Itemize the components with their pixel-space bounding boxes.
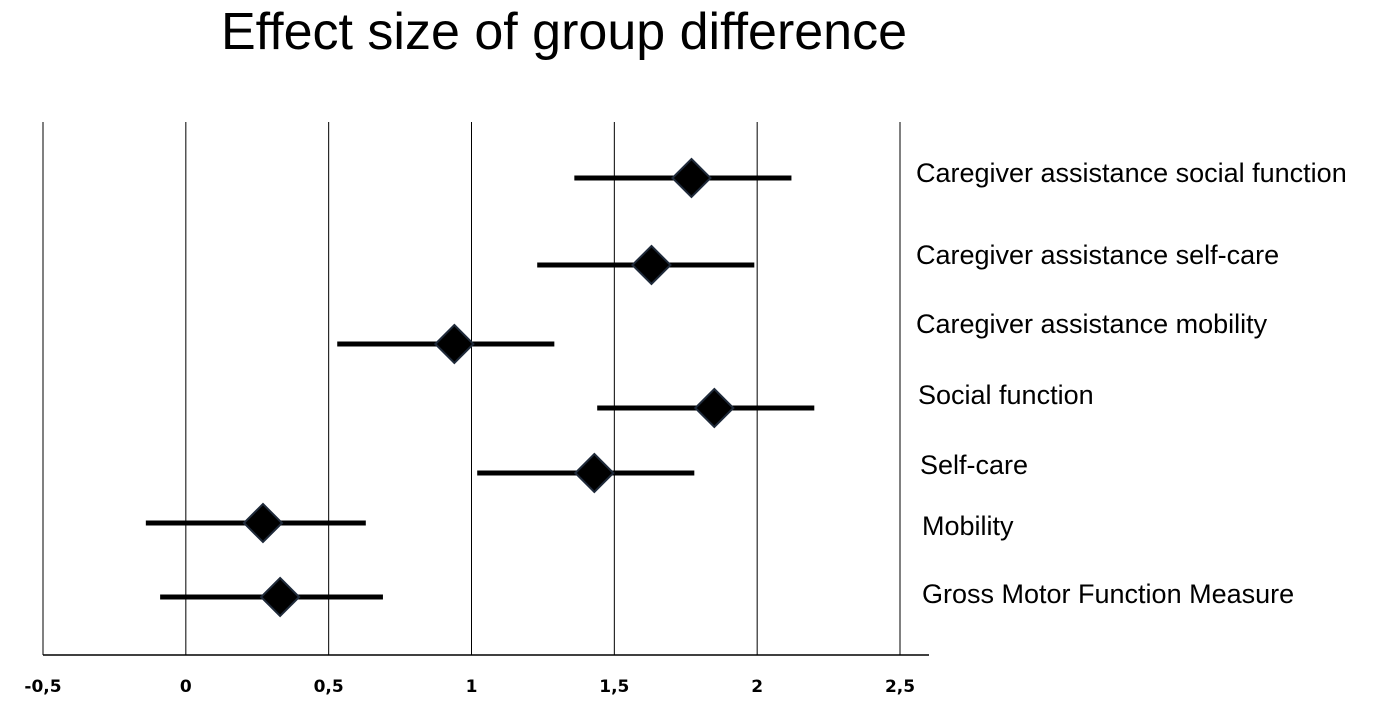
estimate-marker [693, 387, 735, 429]
confidence-intervals [145, 175, 815, 600]
chart-title: Effect size of group difference [220, 3, 908, 61]
category-label: Gross Motor Function Measure [922, 579, 1294, 609]
x-tick-label: 1 [466, 677, 478, 697]
category-label: Social function [918, 380, 1094, 410]
x-tick-label: 2 [751, 677, 763, 697]
x-tick-label: 0,5 [314, 677, 344, 697]
category-label: Caregiver assistance social function [916, 158, 1347, 188]
estimate-marker [433, 323, 475, 365]
category-label: Self-care [920, 450, 1028, 480]
category-label: Caregiver assistance self-care [916, 240, 1279, 270]
x-tick-label: 2,5 [885, 677, 915, 697]
estimate-marker [573, 452, 615, 494]
x-tick-label: -0,5 [24, 677, 61, 697]
estimate-markers [242, 157, 735, 618]
estimate-marker [242, 502, 284, 544]
x-tick-label: 1,5 [599, 677, 629, 697]
category-labels: Caregiver assistance social function Care… [916, 158, 1347, 609]
estimate-marker [631, 244, 672, 286]
grid-lines [42, 122, 901, 655]
estimate-marker [259, 576, 301, 618]
estimate-marker [671, 157, 712, 199]
x-axis-ticks: -0,5 0 0,5 1 1,5 2 2,5 [24, 677, 915, 697]
x-tick-label: 0 [180, 677, 192, 697]
category-label: Caregiver assistance mobility [916, 309, 1268, 339]
category-label: Mobility [922, 511, 1014, 541]
